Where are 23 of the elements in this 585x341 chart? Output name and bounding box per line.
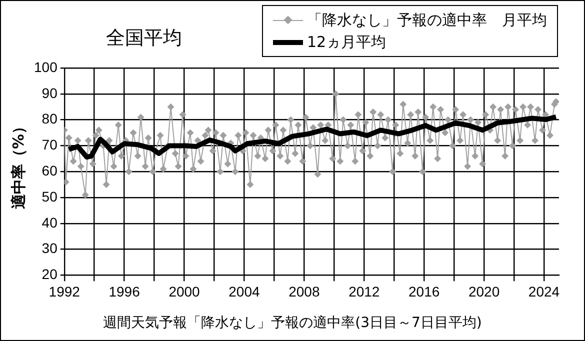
x-tick-label: 2020 bbox=[468, 283, 500, 300]
y-tick-label: 50 bbox=[42, 188, 58, 204]
x-tick-label: 1992 bbox=[48, 283, 80, 300]
y-tick-label: 30 bbox=[42, 240, 58, 256]
legend-label: 12ヵ月平均 bbox=[307, 32, 386, 52]
text: 週間天気予報「降水なし」予報の適中率(3日目～7日目平均) bbox=[102, 314, 483, 332]
y-tick-label: 20 bbox=[42, 266, 58, 282]
x-tick-label: 2024 bbox=[528, 283, 560, 300]
y-tick-label: 100 bbox=[34, 58, 58, 75]
x-tick-label: 2016 bbox=[408, 283, 440, 300]
y-tick-label: 90 bbox=[42, 84, 58, 101]
y-tick-label: 40 bbox=[42, 214, 58, 230]
x-tick-label: 1996 bbox=[108, 283, 140, 300]
y-tick-label: 80 bbox=[42, 110, 58, 127]
x-tick-label: 2008 bbox=[288, 283, 320, 300]
y-tick-label: 60 bbox=[42, 162, 58, 178]
x-tick-label: 2004 bbox=[228, 283, 260, 300]
chart-title: 全国平均 bbox=[106, 26, 182, 51]
x-tick-label: 2012 bbox=[348, 283, 380, 300]
x-tick-label: 2000 bbox=[168, 283, 200, 300]
y-tick-label: 70 bbox=[42, 136, 58, 153]
y-axis-title: 適中率（%） bbox=[10, 118, 28, 210]
legend-label: 「降水なし」予報の適中率 月平均 bbox=[307, 10, 547, 30]
